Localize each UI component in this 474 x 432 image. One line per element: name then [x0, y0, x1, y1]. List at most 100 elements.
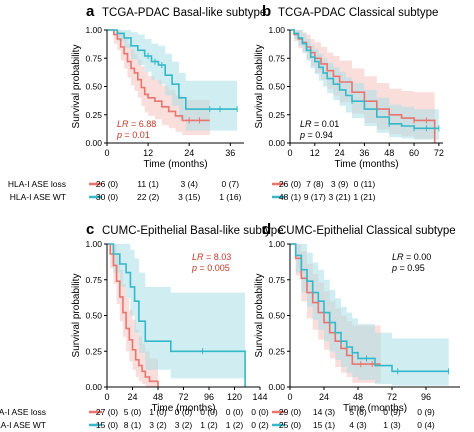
- y-tick-label: 0.25: [85, 110, 102, 120]
- panel-b: b TCGA-PDAC Classical subtype 0.00 0.25 0.50…: [254, 3, 444, 202]
- y-tick-label: 0.00: [268, 138, 285, 148]
- x-tick-label: 12: [310, 148, 320, 158]
- risk-cell: 0 (0): [251, 407, 269, 417]
- survival-line-loss: [107, 29, 210, 122]
- y-tick-label: 0.75: [268, 275, 285, 285]
- y-axis-label: Survival probability: [71, 45, 82, 129]
- y-tick-label: 0.50: [85, 82, 102, 92]
- risk-cell: 0 (9): [417, 407, 435, 417]
- risk-cell: 0 (0): [200, 407, 218, 417]
- risk-cell: 7 (8): [306, 179, 324, 189]
- y-tick-label: 1.00: [85, 25, 102, 35]
- stat-annotation: LR = 0.01: [300, 119, 339, 129]
- risk-cell: 8 (1): [124, 420, 142, 430]
- x-tick-label: 60: [409, 148, 419, 158]
- risk-cell: 3 (2): [175, 420, 193, 430]
- ci-band-wt: [290, 30, 439, 140]
- panel-title: TCGA-PDAC Classical subtype: [278, 7, 438, 19]
- risk-cell: 0 (0): [175, 407, 193, 417]
- ci-band-wt: [290, 244, 449, 386]
- risk-cell: 1 (21): [353, 192, 375, 202]
- panel-c: c CUMC-Epithelial Basal-like subtype0.000…: [0, 221, 284, 430]
- risk-cell: 15 (1): [313, 420, 335, 430]
- risk-cell: 4 (3): [349, 420, 367, 430]
- panel-title: CUMC-Epithelial Classical subtype: [278, 225, 456, 237]
- risk-row-label-loss: HLA-I ASE loss: [0, 407, 46, 417]
- risk-cell: 9 (17): [304, 192, 326, 202]
- risk-cell: 1 (0): [149, 407, 167, 417]
- stat-annotation: p = 0.005: [191, 263, 230, 273]
- risk-cell: 14 (3): [313, 407, 335, 417]
- x-tick-label: 24: [319, 392, 329, 402]
- x-axis-label: Time (months): [343, 403, 407, 414]
- y-tick-label: 0.50: [85, 311, 102, 321]
- risk-cell: 11 (1): [137, 179, 159, 189]
- y-axis-label: Survival probability: [71, 274, 82, 358]
- risk-cell: 1 (3): [383, 420, 401, 430]
- risk-cell: 0 (4): [417, 420, 435, 430]
- risk-cell: 1 (16): [219, 192, 241, 202]
- survival-line-wt: [290, 243, 449, 373]
- survival-line-loss: [290, 243, 381, 365]
- risk-cell: 1 (2): [200, 420, 218, 430]
- stat-annotation: p = 0.01: [116, 130, 150, 140]
- y-tick-label: 1.00: [268, 25, 285, 35]
- risk-cell: 30 (0): [96, 192, 118, 202]
- panel-letter: b: [262, 3, 271, 20]
- x-tick-label: 72: [387, 392, 397, 402]
- risk-cell: 0 (7): [222, 179, 240, 189]
- y-tick-label: 0.25: [268, 110, 285, 120]
- risk-cell: 1 (2): [226, 420, 244, 430]
- risk-cell: 26 (0): [96, 179, 118, 189]
- risk-cell: 0 (11): [354, 179, 376, 189]
- stat-annotation: p = 0.95: [391, 263, 425, 273]
- risk-cell: 3 (2): [149, 420, 167, 430]
- risk-row-label-wt: HLA-I ASE WT: [10, 192, 66, 202]
- x-tick-label: 0: [287, 392, 292, 402]
- panel-d: d CUMC-Epithelial Classical subtype 0.00 0.…: [254, 221, 460, 430]
- panel-title: TCGA-PDAC Basal-like subtype: [102, 7, 266, 19]
- stat-annotation: LR = 6.88: [117, 119, 156, 129]
- x-tick-label: 144: [252, 392, 267, 402]
- risk-cell: 5 (6): [349, 407, 367, 417]
- x-tick-label: 48: [384, 148, 394, 158]
- risk-cell: 27 (0): [96, 407, 118, 417]
- y-axis-label: Survival probability: [254, 274, 265, 358]
- risk-cell: 29 (0): [279, 407, 301, 417]
- panel-a: a TCGA-PDAC Basal-like subtype 0.00 0.25 0.5…: [8, 3, 266, 202]
- stat-annotation: LR = 8.03: [192, 252, 231, 262]
- x-tick-label: 72: [178, 392, 188, 402]
- y-tick-label: 1.00: [268, 239, 285, 249]
- y-tick-label: 0.75: [268, 53, 285, 63]
- y-tick-label: 0.00: [85, 138, 102, 148]
- panel-letter: c: [86, 221, 94, 238]
- x-axis-label: Time (months): [334, 159, 398, 170]
- risk-cell: 3 (21): [329, 192, 351, 202]
- y-tick-label: 0.25: [268, 346, 285, 356]
- x-tick-label: 12: [143, 148, 153, 158]
- risk-cell: 0 (0): [226, 407, 244, 417]
- risk-cell: 22 (2): [137, 192, 159, 202]
- x-tick-label: 24: [184, 148, 194, 158]
- y-tick-label: 0.50: [268, 82, 285, 92]
- survival-line-wt: [107, 29, 238, 110]
- x-axis-label: Time (months): [143, 159, 207, 170]
- x-tick-label: 24: [127, 392, 137, 402]
- x-tick-label: 36: [225, 148, 235, 158]
- x-tick-label: 96: [204, 392, 214, 402]
- risk-cell: 26 (0): [279, 179, 301, 189]
- y-tick-label: 0.25: [85, 346, 102, 356]
- y-tick-label: 0.75: [85, 53, 102, 63]
- x-tick-label: 120: [227, 392, 242, 402]
- x-tick-label: 24: [335, 148, 345, 158]
- stat-annotation: LR = 0.00: [392, 252, 431, 262]
- risk-cell: 25 (0): [279, 420, 301, 430]
- y-tick-label: 1.00: [85, 239, 102, 249]
- x-tick-label: 36: [359, 148, 369, 158]
- stat-annotation: p = 0.94: [299, 130, 333, 140]
- panel-letter: d: [262, 221, 271, 238]
- y-tick-label: 0.50: [268, 311, 285, 321]
- risk-cell: 5 (0): [124, 407, 142, 417]
- x-tick-label: 72: [434, 148, 444, 158]
- x-tick-label: 96: [421, 392, 431, 402]
